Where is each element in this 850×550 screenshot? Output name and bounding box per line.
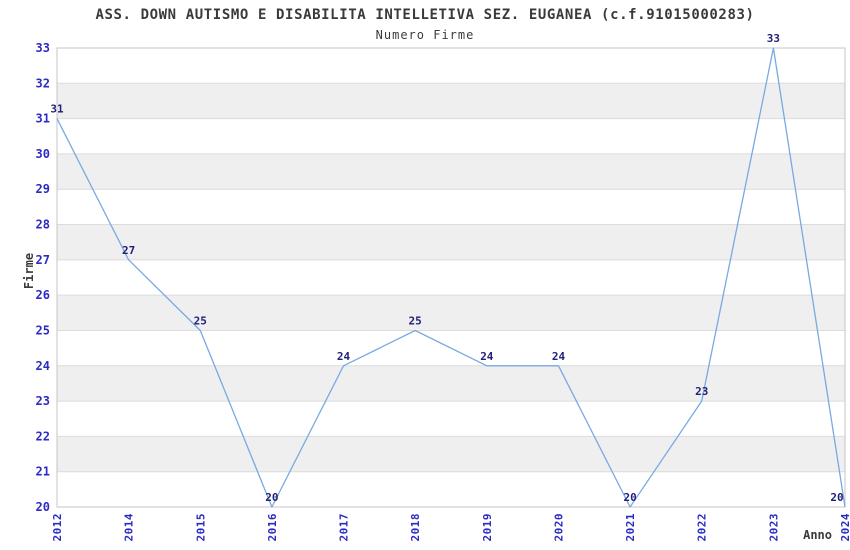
x-tick-label: 2015 [194,513,207,542]
series-line [56,47,846,508]
data-point-label: 27 [122,244,135,257]
y-axis-title: Firme [22,252,36,290]
y-tick-label: 24 [36,359,50,373]
y-tick-label: 25 [36,323,50,337]
x-tick-label: 2019 [481,513,494,542]
background-band [57,365,845,402]
background-band [57,83,845,119]
y-tick-label: 26 [36,288,50,302]
data-point-label: 25 [194,314,207,327]
y-tick-label: 22 [36,429,50,443]
data-point-label: 24 [337,350,351,363]
plot-border [56,47,846,508]
data-point-label: 33 [767,32,780,45]
data-point-label: 24 [480,350,494,363]
data-point-label: 24 [552,350,566,363]
data-point-label: 20 [623,491,636,504]
data-point-label: 23 [695,385,708,398]
background-band [57,153,845,190]
y-tick-label: 29 [36,182,50,196]
chart-title: ASS. DOWN AUTISMO E DISABILITA INTELLETI… [95,7,755,23]
x-tick-label: 2012 [51,513,64,542]
y-tick-label: 33 [36,41,50,55]
data-point-label: 31 [50,103,64,116]
data-point-label: 20 [265,491,278,504]
x-tick-label: 2014 [123,513,136,542]
x-tick-label: 2018 [409,513,422,542]
background-band [57,224,845,260]
y-tick-label: 28 [36,218,50,232]
x-tick-label: 2023 [767,513,780,542]
x-tick-label: 2020 [552,513,565,542]
y-tick-label: 27 [36,253,50,267]
x-axis-title: Anno [803,528,832,542]
y-tick-label: 20 [36,500,50,514]
x-tick-label: 2016 [266,513,279,542]
x-tick-label: 2017 [338,513,351,542]
y-tick-label: 23 [36,394,50,408]
y-tick-label: 30 [36,147,50,161]
y-tick-label: 32 [36,76,50,90]
background-band [57,436,845,472]
x-tick-label: 2024 [839,513,850,542]
y-tick-label: 31 [36,112,50,126]
y-tick-label: 21 [36,465,50,479]
x-tick-label: 2022 [696,513,709,542]
chart-subtitle: Numero Firme [375,28,475,42]
background-band [57,295,845,331]
data-point-label: 25 [409,314,422,327]
x-tick-label: 2021 [624,513,637,542]
data-point-label: 20 [830,491,843,504]
